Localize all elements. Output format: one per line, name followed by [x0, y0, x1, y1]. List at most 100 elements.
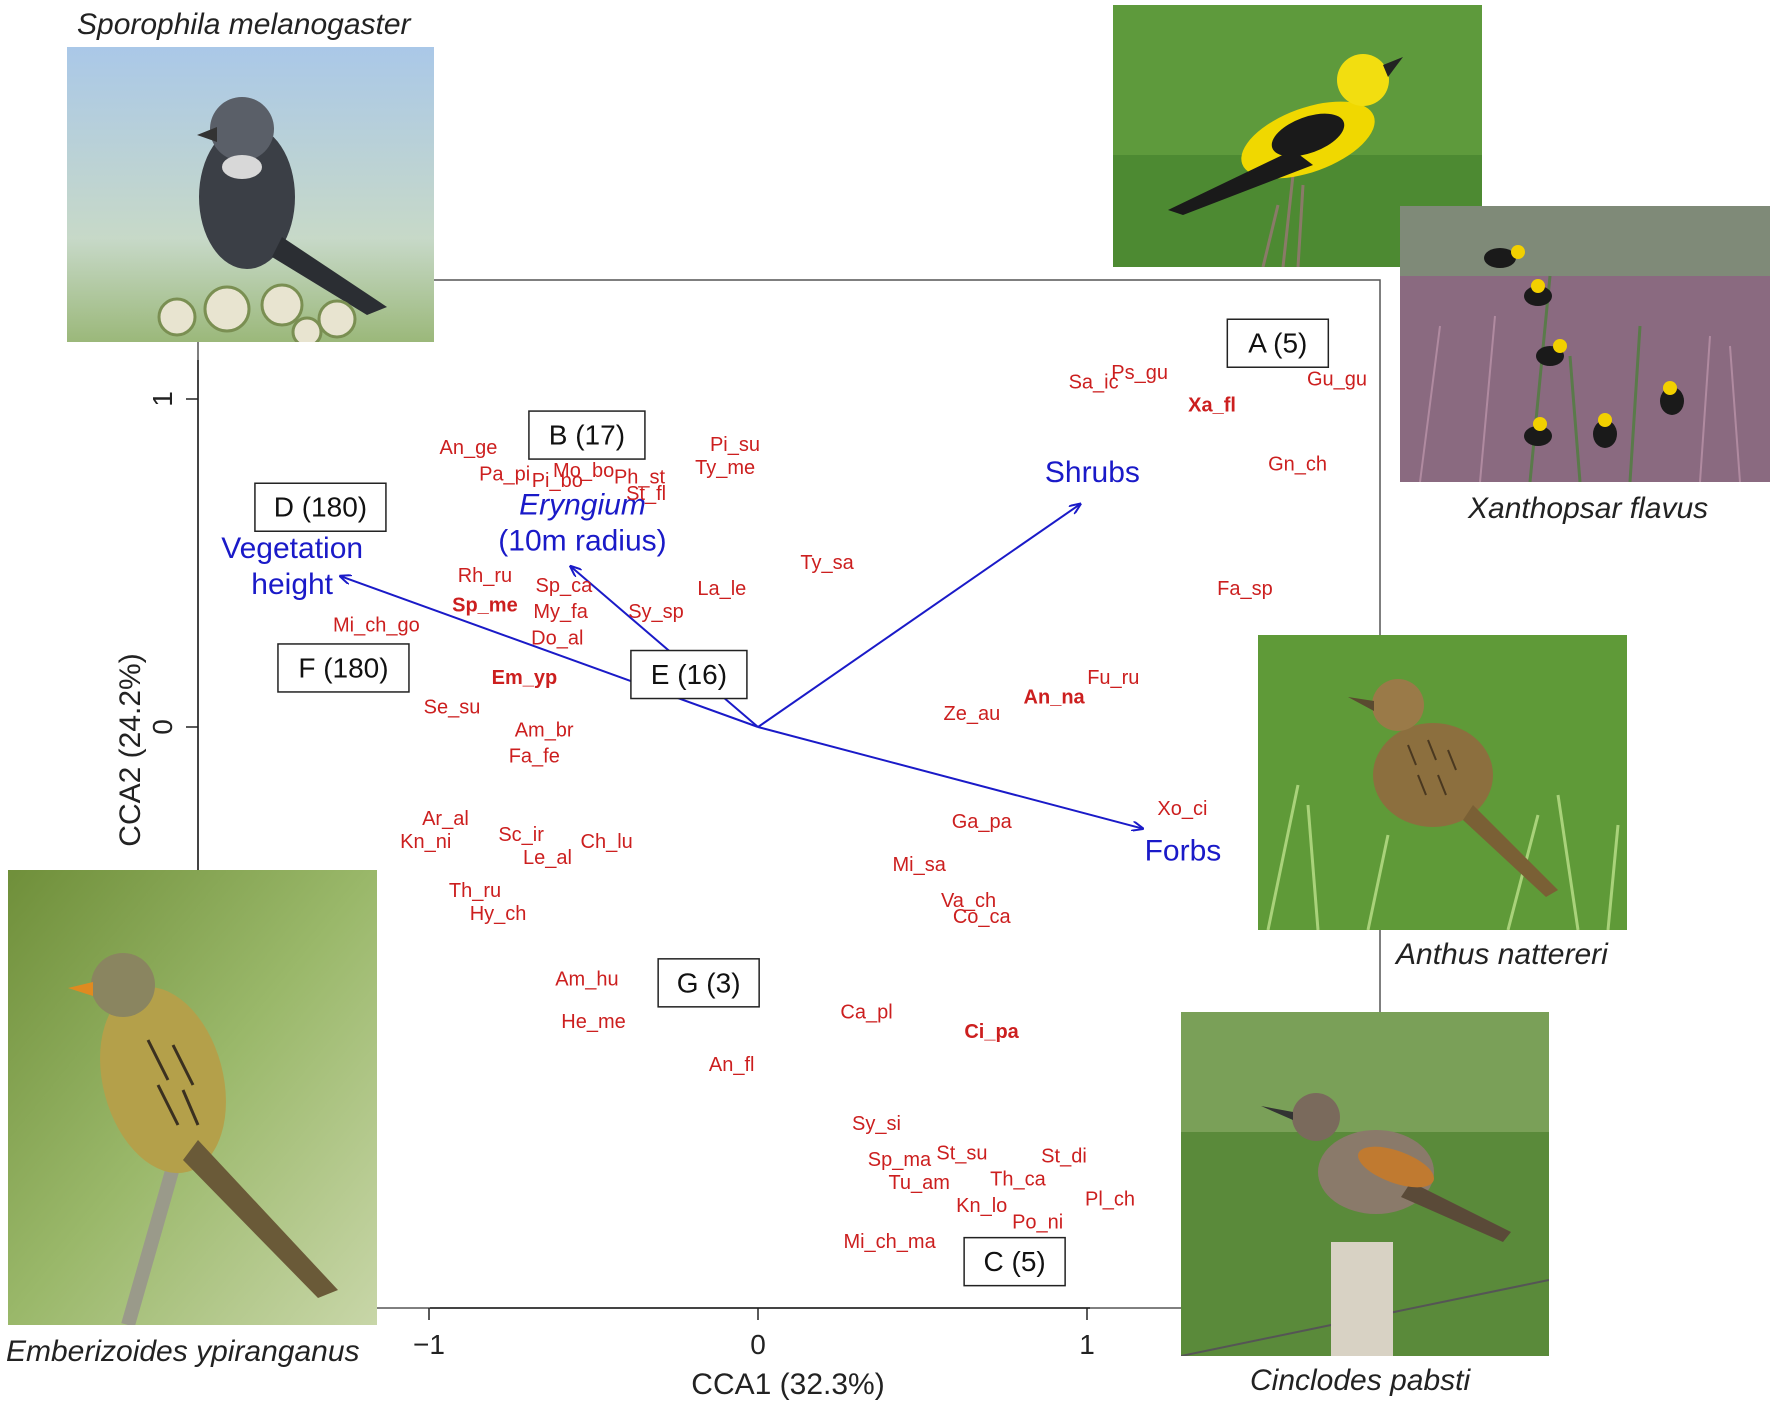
species-label: St_di	[1041, 1146, 1087, 1168]
group-boxes: A (5) B (17) D (180) F (180) E (16) G (3) C (5…	[254, 318, 1330, 1287]
species-label: An_fl	[709, 1054, 755, 1076]
vector-arrow	[757, 726, 1143, 829]
x-axis-label: CCA1 (32.3%)	[691, 1368, 884, 1401]
vector-label: (10m radius)	[498, 524, 666, 557]
species-label: Tu_am	[888, 1172, 950, 1194]
species-label: Xo_ci	[1157, 798, 1207, 820]
species-label: Sa_ic	[1069, 372, 1119, 394]
vector-label: Forbs	[1145, 835, 1222, 868]
group-box	[630, 649, 748, 700]
species-label: Ga_pa	[952, 811, 1013, 833]
group-label: B (17)	[549, 420, 625, 451]
bird-icon	[1484, 245, 1684, 448]
bird-icon	[1348, 679, 1558, 897]
species-label: St_su	[936, 1142, 987, 1164]
species-label: Va_ch	[941, 890, 996, 912]
caption-emberizoides: Emberizoides ypiranganus	[6, 1335, 360, 1368]
group-label: C (5)	[984, 1246, 1046, 1277]
group-box	[1226, 318, 1330, 368]
vector-label: Eryngium	[519, 488, 646, 521]
species-label: Sy_sp	[628, 601, 684, 623]
species-label: Fu_ru	[1087, 667, 1139, 689]
y-tick-label: 0	[147, 719, 178, 735]
species-label: Gu_gu	[1307, 368, 1367, 390]
species-label: Pi_bo	[532, 470, 583, 492]
species-label: Do_al	[531, 627, 583, 649]
caption-anthus: Anthus nattereri	[1396, 938, 1608, 971]
photo-cinclodes	[1181, 1012, 1549, 1356]
species-label: Mi_ch_ma	[843, 1231, 936, 1253]
species-label: La_le	[697, 578, 746, 600]
species-label: Se_su	[424, 696, 481, 718]
vector-arrow	[570, 566, 759, 728]
species-label: Th_ru	[449, 880, 501, 902]
vector-arrow	[757, 504, 1080, 728]
species-label: Em_yp	[492, 667, 558, 689]
species-label: Ar_al	[422, 808, 469, 830]
group-box	[963, 1236, 1066, 1287]
species-label: Gn_ch	[1268, 454, 1327, 476]
species-label: Le_al	[523, 847, 572, 869]
x-tick-label: 1	[1079, 1329, 1095, 1360]
species-label: An_ge	[440, 437, 498, 459]
species-label: Pa_pi	[479, 463, 530, 485]
species-label: Mi_ch_go	[333, 614, 420, 636]
species-label: Pl_ch	[1085, 1188, 1135, 1210]
species-label: St_fl	[626, 483, 666, 505]
bird-icon	[197, 97, 387, 315]
species-label: Fa_fe	[509, 746, 560, 768]
group-box	[528, 410, 646, 460]
photo-sporophila	[67, 47, 434, 342]
species-label: Fa_sp	[1217, 578, 1273, 600]
bird-icon	[1261, 1093, 1511, 1242]
species-label: Ty_sa	[800, 552, 854, 574]
group-box	[657, 958, 760, 1008]
y-axis-label: CCA2 (24.2%)	[114, 653, 147, 846]
species-label: Po_ni	[1012, 1211, 1063, 1233]
caption-sporophila: Sporophila melanogaster	[77, 8, 411, 41]
photo-emberizoides	[8, 870, 377, 1325]
group-label: E (16)	[651, 659, 727, 690]
species-label: Ze_au	[943, 703, 1000, 725]
group-box	[277, 643, 410, 693]
species-label: Kn_ni	[400, 831, 451, 853]
species-label: Rh_ru	[458, 565, 512, 587]
species-label: He_me	[561, 1011, 625, 1033]
species-label: Xa_fl	[1188, 395, 1236, 417]
species-label: Sp_me	[452, 595, 518, 617]
species-label: Ch_lu	[581, 831, 633, 853]
species-label: Ps_gu	[1111, 362, 1168, 384]
species-label: Pi_su	[710, 434, 760, 456]
species-label: My_fa	[533, 601, 588, 623]
species-label: Sy_si	[852, 1113, 901, 1135]
species-label: Sp_ca	[536, 575, 594, 597]
species-label: Mi_sa	[893, 854, 947, 876]
y-tick-label: 1	[147, 391, 178, 407]
species-label: Th_ca	[990, 1169, 1046, 1191]
vector-label: height	[251, 568, 333, 601]
species-label: Sc_ir	[498, 824, 544, 846]
vector-label: Shrubs	[1045, 456, 1140, 489]
group-label: A (5)	[1248, 328, 1307, 359]
species-label: Mo_bo	[553, 460, 614, 482]
x-tick-label: −1	[413, 1329, 445, 1360]
species-label: Ca_pl	[840, 1001, 892, 1023]
group-box	[254, 482, 387, 532]
caption-xanthopsar: Xanthopsar flavus	[1468, 492, 1709, 525]
species-label: Ci_pa	[964, 1021, 1019, 1043]
species-label: Sp_ma	[868, 1149, 932, 1171]
species-label: Am_br	[515, 719, 574, 741]
species-label: Hy_ch	[470, 903, 527, 925]
species-label: Kn_lo	[956, 1195, 1007, 1217]
species-label: Am_hu	[555, 969, 618, 991]
group-label: F (180)	[298, 652, 388, 683]
photo-anthus	[1258, 635, 1627, 930]
bird-icon	[68, 953, 338, 1298]
species-label: Co_ca	[953, 906, 1012, 928]
photo-xanthopsar	[1400, 206, 1770, 482]
species-label: An_na	[1024, 686, 1086, 708]
vector-arrow	[340, 576, 759, 728]
